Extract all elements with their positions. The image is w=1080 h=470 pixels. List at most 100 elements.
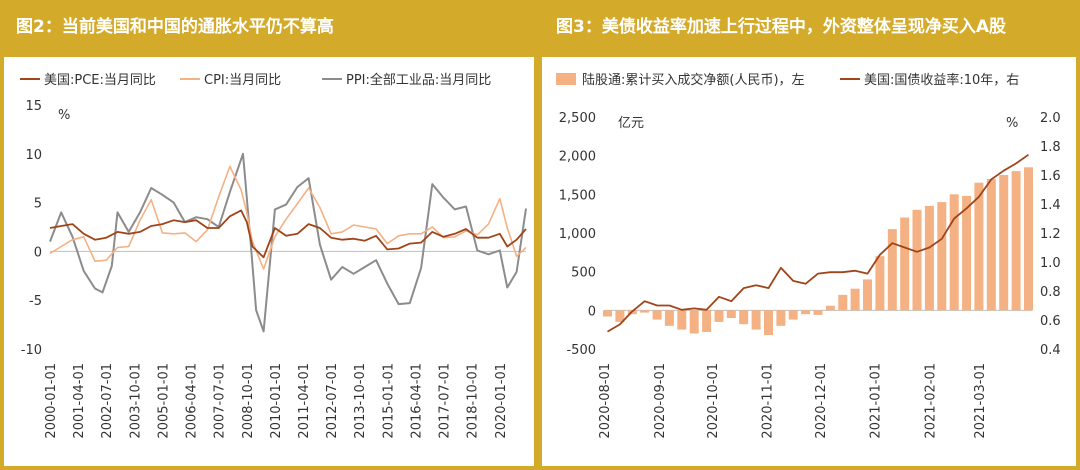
bar-net-buy — [776, 310, 786, 326]
right-chart-area: 陆股通:累计买入成交净额(人民币)，左 美国:国债收益率:10年，右 亿元 % … — [542, 57, 1076, 466]
right-y-right-tick-label: 1.4 — [1040, 198, 1061, 213]
bar-net-buy — [714, 310, 724, 322]
legend-label-pce: 美国:PCE:当月同比 — [44, 73, 156, 88]
left-x-tick-label: 2007-07-01 — [213, 363, 228, 439]
right-y-right-tick-label: 0.4 — [1040, 343, 1061, 358]
bar-net-buy — [949, 194, 959, 311]
bar-net-buy — [875, 256, 885, 311]
legend-label-ppi: PPI:全部工业品:当月同比 — [346, 72, 491, 88]
left-y-unit: % — [58, 108, 70, 123]
right-y-right-tick-label: 1.0 — [1040, 256, 1061, 271]
left-chart-panel: 图2：当前美国和中国的通胀水平仍不算高 美国:PCE:当月同比 CPI:当月同比… — [0, 0, 538, 470]
bar-net-buy — [751, 310, 761, 330]
right-chart-svg: 陆股通:累计买入成交净额(人民币)，左 美国:国债收益率:10年，右 亿元 % … — [556, 72, 1061, 439]
bar-net-buy — [999, 175, 1009, 311]
right-y-right-tick-label: 0.8 — [1040, 285, 1061, 300]
bar-net-buy — [739, 310, 749, 325]
legend-label-cpi: CPI:当月同比 — [204, 73, 281, 88]
left-x-tick-label: 2011-04-01 — [297, 363, 312, 439]
right-x-tick-label: 2021-01-01 — [869, 363, 884, 439]
series-line-pce — [49, 209, 527, 259]
bar-net-buy — [900, 217, 910, 311]
bar-net-buy — [788, 310, 798, 320]
left-x-tick-label: 2002-07-01 — [100, 363, 115, 439]
right-y-left-tick-label: 2,500 — [559, 111, 596, 126]
bar-net-buy — [850, 288, 860, 311]
bar-net-buy — [974, 182, 984, 311]
left-x-tick-label: 2020-01-01 — [494, 363, 509, 439]
bar-net-buy — [912, 209, 922, 311]
left-x-tick-label: 2010-01-01 — [269, 363, 284, 439]
left-y-tick-label: -5 — [29, 294, 42, 309]
bar-net-buy — [726, 310, 736, 318]
bar-net-buy — [863, 279, 872, 311]
legend-swatch-bars — [556, 73, 576, 85]
right-y-left-tick-label: -500 — [566, 343, 596, 358]
bar-net-buy — [689, 310, 699, 334]
bar-net-buy — [986, 178, 996, 311]
right-x-tick-label: 2020-12-01 — [814, 363, 829, 439]
bar-net-buy — [825, 305, 835, 311]
legend-label-bars: 陆股通:累计买入成交净额(人民币)，左 — [582, 72, 805, 88]
bar-net-buy — [887, 229, 897, 311]
right-y-right-tick-label: 2.0 — [1040, 111, 1061, 126]
left-y-tick-label: 5 — [34, 197, 42, 212]
right-x-tick-label: 2020-08-01 — [598, 363, 613, 439]
left-y-tick-label: 0 — [34, 245, 42, 260]
left-x-tick-label: 2012-07-01 — [325, 363, 340, 439]
right-y-left-tick-label: 0 — [588, 304, 596, 319]
right-y-right-tick-label: 1.8 — [1040, 140, 1061, 155]
right-y-right-tick-label: 1.2 — [1040, 227, 1061, 242]
left-y-tick-label: 15 — [25, 99, 42, 114]
left-x-tick-label: 2013-10-01 — [353, 363, 368, 439]
bar-net-buy — [615, 310, 625, 322]
left-x-tick-label: 2015-01-01 — [381, 363, 396, 439]
left-chart-svg: 美国:PCE:当月同比 CPI:当月同比 PPI:全部工业品:当月同比 % -1… — [20, 72, 527, 439]
right-y-unit-left: 亿元 — [618, 116, 644, 131]
right-y-right-tick-label: 0.6 — [1040, 314, 1061, 329]
series-line-yield — [607, 153, 1030, 333]
right-x-tick-label: 2020-09-01 — [653, 363, 668, 439]
right-x-tick-label: 2020-11-01 — [761, 363, 776, 439]
right-y-left-tick-label: 1,500 — [559, 188, 596, 203]
left-x-tick-label: 2016-04-01 — [409, 363, 424, 439]
right-y-left-tick-label: 2,000 — [559, 150, 596, 165]
right-x-tick-label: 2020-10-01 — [706, 363, 721, 439]
bar-net-buy — [652, 310, 662, 320]
left-x-tick-label: 2000-01-01 — [44, 363, 59, 439]
right-y-unit-right: % — [1006, 116, 1018, 131]
bar-net-buy — [677, 310, 687, 330]
left-x-tick-label: 2001-04-01 — [72, 363, 87, 439]
right-chart-panel: 图3：美债收益率加速上行过程中，外资整体呈现净买入A股 陆股通:累计买入成交净额… — [540, 0, 1080, 470]
right-chart-title: 图3：美债收益率加速上行过程中，外资整体呈现净买入A股 — [540, 0, 1080, 55]
left-x-tick-label: 2006-04-01 — [185, 363, 200, 439]
series-line-ppi — [49, 152, 527, 333]
left-x-tick-label: 2017-07-01 — [438, 363, 453, 439]
right-x-tick-label: 2021-02-01 — [923, 363, 938, 439]
left-x-tick-label: 2003-10-01 — [128, 363, 143, 439]
bar-net-buy — [1011, 171, 1021, 311]
series-line-cpi — [49, 165, 527, 270]
bar-net-buy — [664, 310, 674, 326]
bar-net-buy — [924, 205, 934, 311]
bar-net-buy — [937, 202, 947, 311]
right-x-tick-label: 2021-03-01 — [973, 363, 988, 439]
right-plot-group: -500 0 500 1,000 1,500 2,000 2,500 0.4 0.6 0.8 1.0… — [559, 111, 1061, 439]
left-y-tick-label: -10 — [21, 343, 42, 358]
bar-net-buy — [838, 294, 848, 311]
legend-label-yield: 美国:国债收益率:10年，右 — [864, 72, 1019, 88]
right-y-left-tick-label: 500 — [571, 266, 596, 281]
bar-net-buy — [640, 310, 650, 313]
right-y-right-tick-label: 1.6 — [1040, 169, 1061, 184]
bar-net-buy — [702, 310, 712, 332]
left-plot-group: -10 -5 0 5 10 15 2000-01-01 2001-04-01 2002-07-0… — [21, 99, 527, 439]
left-y-tick-label: 10 — [25, 148, 42, 163]
bar-net-buy — [962, 195, 972, 311]
bar-net-buy — [764, 310, 773, 335]
left-chart-area: 美国:PCE:当月同比 CPI:当月同比 PPI:全部工业品:当月同比 % -1… — [4, 57, 534, 466]
bar-net-buy — [1024, 167, 1033, 311]
bar-net-buy — [603, 310, 612, 317]
left-x-tick-label: 2008-10-01 — [241, 363, 256, 439]
left-chart-title: 图2：当前美国和中国的通胀水平仍不算高 — [0, 0, 538, 55]
left-x-tick-label: 2018-10-01 — [466, 363, 481, 439]
